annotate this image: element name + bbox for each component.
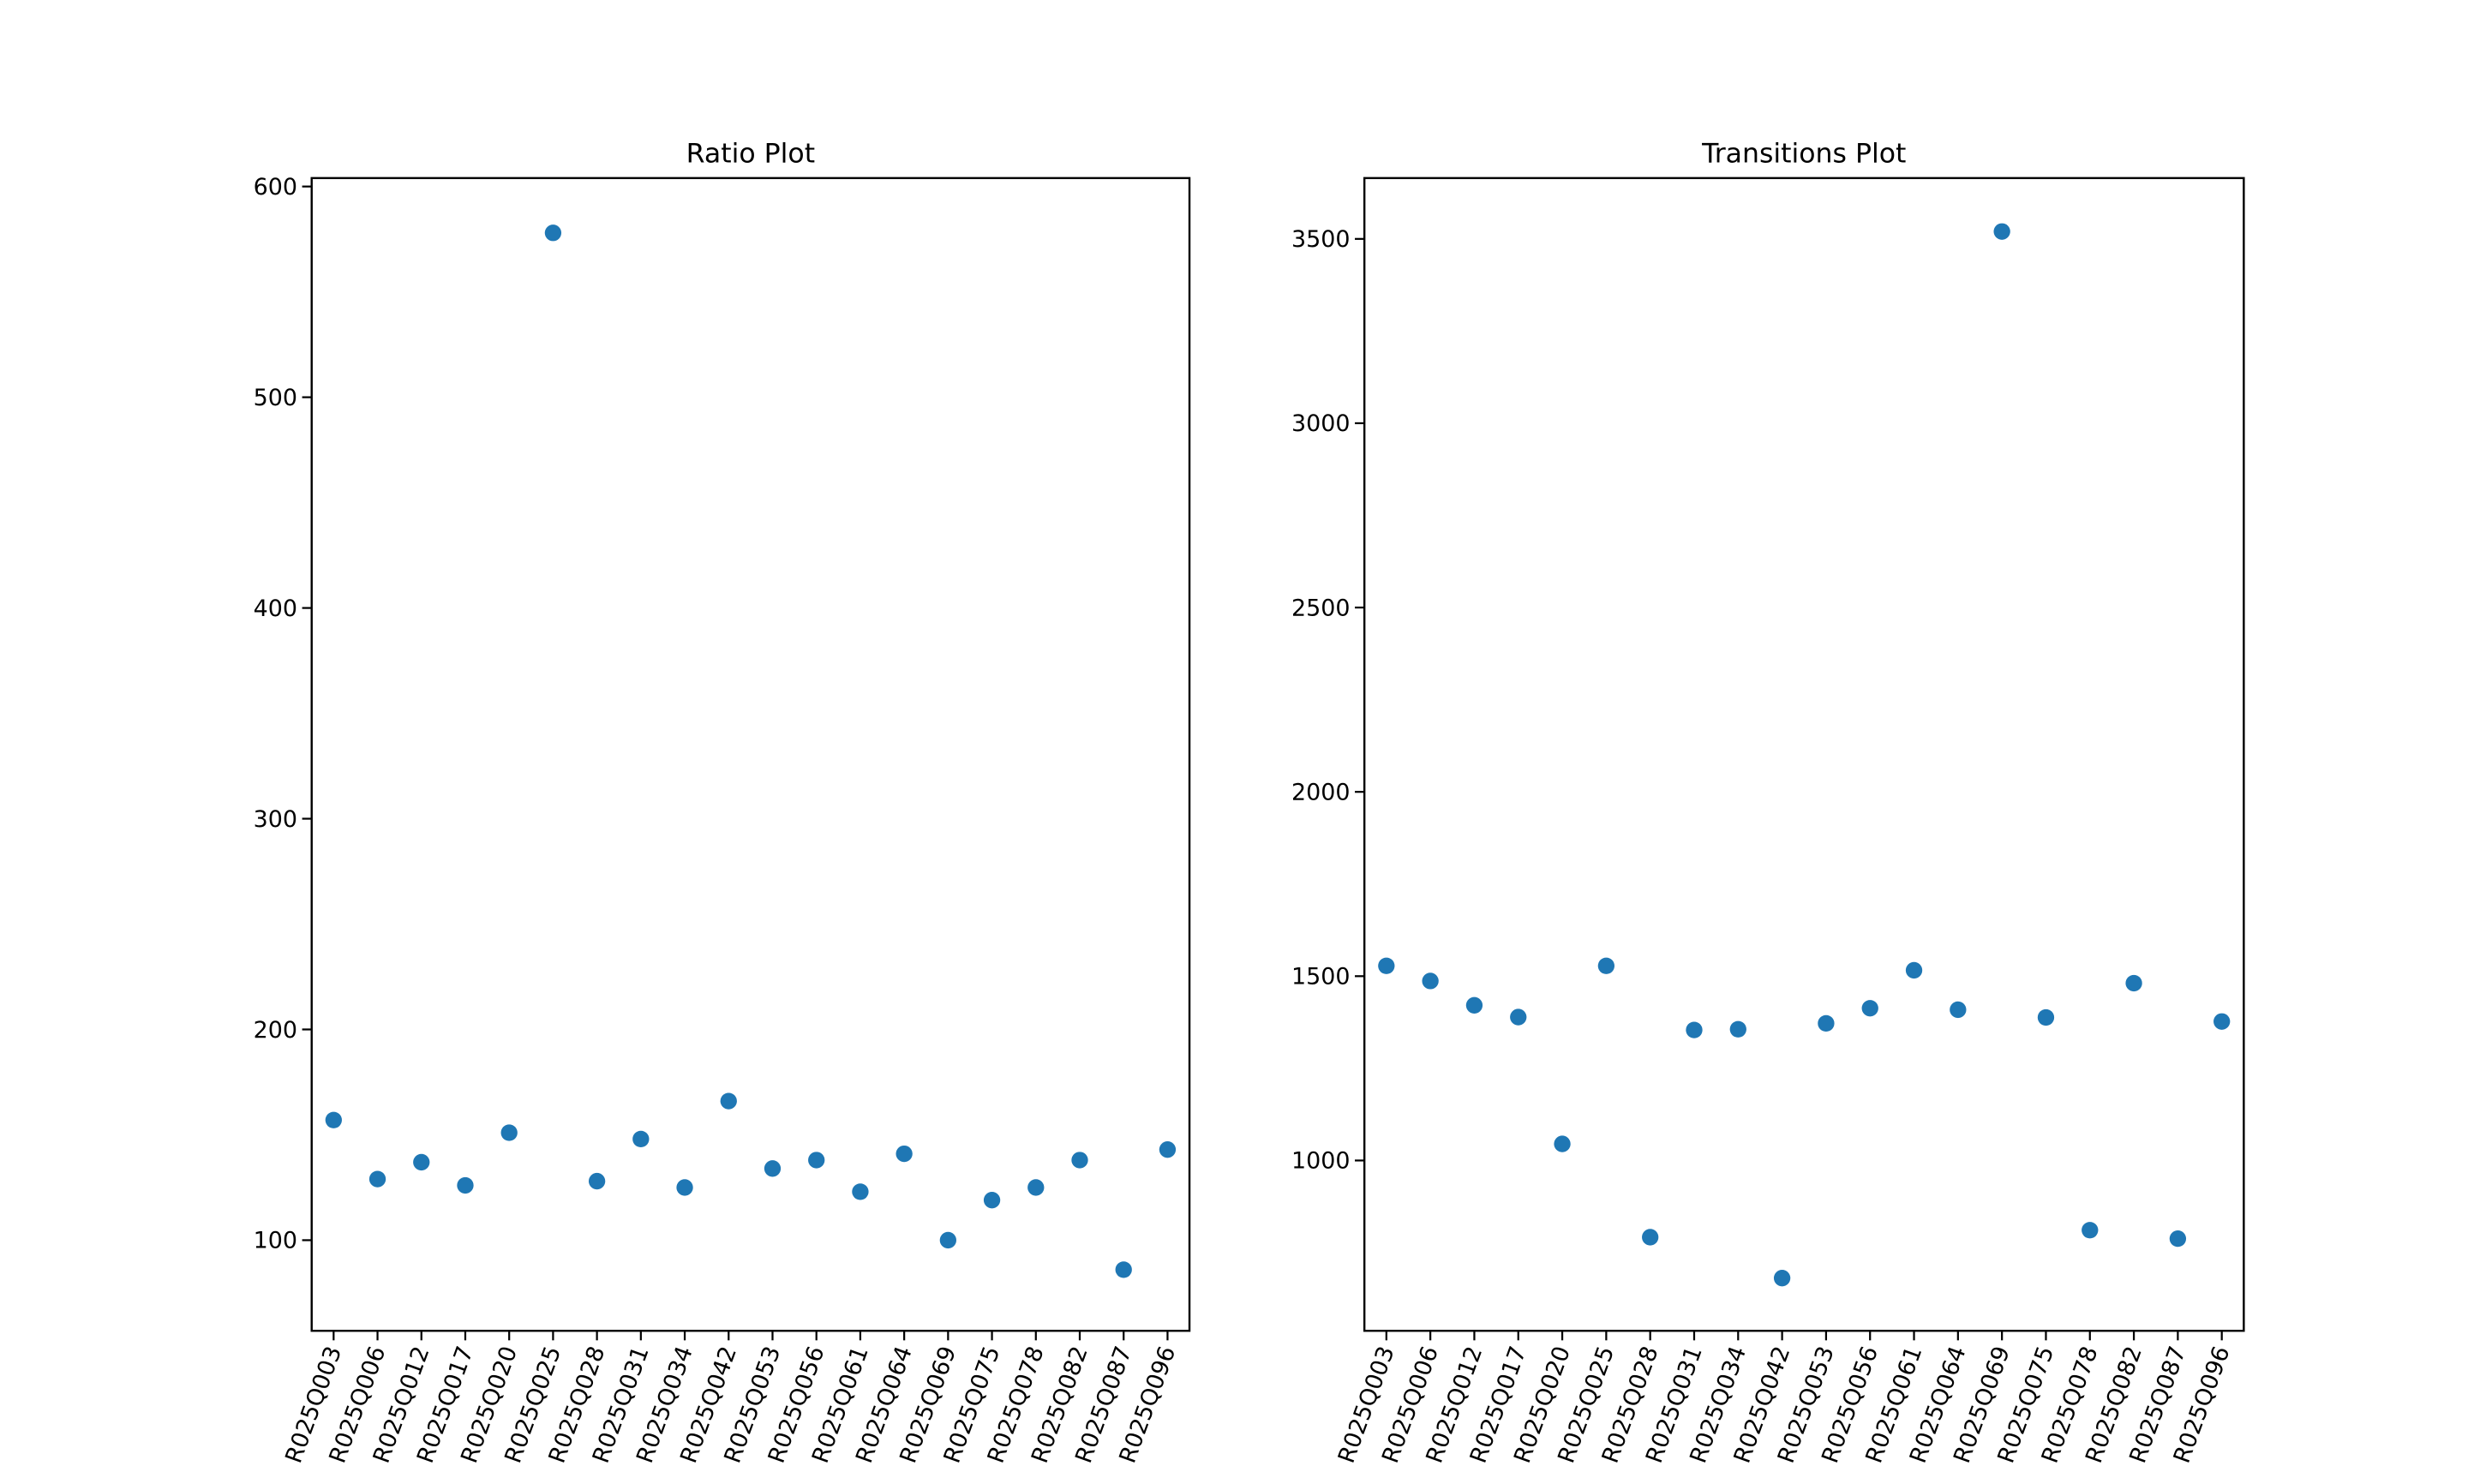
transitions-plot-point bbox=[2169, 1230, 2187, 1248]
ratio-plot-point bbox=[676, 1179, 693, 1196]
ratio-plot-point bbox=[764, 1160, 782, 1177]
transitions-plot-point bbox=[1422, 972, 1439, 990]
transitions-plot-point bbox=[2125, 974, 2142, 992]
ratio-plot-point bbox=[588, 1172, 606, 1190]
ratio-plot-point bbox=[1071, 1152, 1088, 1169]
transitions-plot-point bbox=[1686, 1021, 1703, 1038]
ratio-plot-point bbox=[500, 1124, 518, 1141]
transitions-plot-point bbox=[1773, 1270, 1791, 1287]
ratio-plot-point bbox=[852, 1183, 869, 1200]
transitions-plot-point bbox=[1861, 1000, 1878, 1017]
ratio-plot-point bbox=[720, 1092, 737, 1110]
ratio-plot-ytick-label: 300 bbox=[254, 806, 297, 833]
ratio-plot-ytick-label: 600 bbox=[254, 174, 297, 200]
transitions-plot-point bbox=[1554, 1135, 1571, 1152]
ratio-plot-ytick-label: 200 bbox=[254, 1017, 297, 1044]
ratio-plot-point bbox=[983, 1192, 1001, 1209]
transitions-plot-panel: Transitions Plot 1000 1500 2000 2500 3000 3500… bbox=[1291, 138, 2245, 1467]
ratio-plot-point bbox=[939, 1231, 956, 1249]
ratio-plot-axes-frame bbox=[310, 177, 1191, 1332]
transitions-plot-point bbox=[1993, 223, 2010, 240]
transitions-plot-point bbox=[2037, 1008, 2055, 1026]
transitions-plot-point bbox=[1465, 996, 1483, 1014]
ratio-plot-point bbox=[1027, 1179, 1045, 1196]
ratio-plot-point bbox=[413, 1153, 430, 1171]
ratio-plot-panel: Ratio Plot100200300400500600R025Q003R025… bbox=[254, 138, 1191, 1467]
ratio-plot-point bbox=[808, 1152, 825, 1169]
transitions-plot-ytick-label: 1500 bbox=[1291, 964, 1350, 990]
ratio-plot-point bbox=[1115, 1261, 1132, 1278]
transitions-plot-point bbox=[1905, 961, 1923, 979]
transitions-plot-ytick-label: 2000 bbox=[1291, 779, 1350, 805]
ratio-plot-point bbox=[325, 1111, 342, 1128]
ratio-plot-point bbox=[368, 1170, 386, 1188]
ratio-plot-ytick-label: 100 bbox=[254, 1228, 297, 1254]
ratio-plot-point bbox=[544, 224, 562, 242]
ratio-plot-point bbox=[1159, 1141, 1177, 1158]
transitions-plot-axes-frame bbox=[1363, 177, 2245, 1332]
transitions-plot-point bbox=[2082, 1222, 2099, 1239]
transitions-plot-point bbox=[1642, 1229, 1659, 1246]
transitions-plot-ytick-label: 1000 bbox=[1291, 1148, 1350, 1175]
transitions-plot-point bbox=[1729, 1020, 1746, 1038]
transitions-plot-ytick-label: 3000 bbox=[1291, 410, 1350, 437]
ratio-plot-title: Ratio Plot bbox=[686, 138, 815, 169]
transitions-plot-point bbox=[1818, 1014, 1835, 1032]
ratio-plot-point bbox=[632, 1130, 650, 1148]
transitions-plot-point bbox=[1510, 1008, 1527, 1026]
transitions-plot-point bbox=[2213, 1013, 2231, 1030]
ratio-plot-ytick-label: 400 bbox=[254, 595, 297, 622]
ratio-plot-ytick-label: 500 bbox=[254, 385, 297, 411]
ratio-plot-point bbox=[896, 1145, 913, 1163]
transitions-plot-point bbox=[1378, 957, 1395, 974]
ratio-plot-point bbox=[457, 1176, 474, 1194]
transitions-plot-ytick-label: 2500 bbox=[1291, 595, 1350, 621]
transitions-plot-point bbox=[1950, 1001, 1967, 1019]
transitions-plot-ytick-label: 3500 bbox=[1291, 226, 1350, 253]
transitions-plot-point bbox=[1597, 957, 1615, 974]
transitions-plot-title: Transitions Plot bbox=[1701, 138, 1906, 169]
